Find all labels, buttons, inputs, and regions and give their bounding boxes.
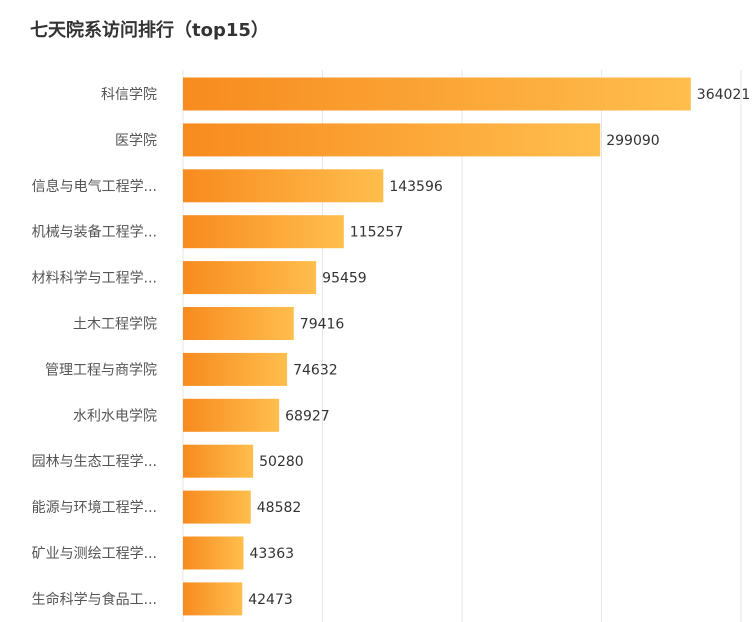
bar[interactable] bbox=[183, 169, 384, 203]
bar[interactable] bbox=[183, 444, 254, 478]
category-label: 信息与电气工程学... bbox=[32, 178, 157, 195]
bar[interactable] bbox=[183, 77, 691, 111]
category-label: 土木工程学院 bbox=[73, 317, 157, 333]
bar[interactable] bbox=[183, 123, 601, 157]
category-label: 科信学院 bbox=[101, 87, 157, 103]
value-label: 43363 bbox=[249, 546, 294, 562]
value-label: 143596 bbox=[389, 179, 443, 195]
bar[interactable] bbox=[183, 490, 251, 524]
value-label: 48582 bbox=[257, 500, 302, 516]
category-label: 生命科学与食品工... bbox=[32, 591, 157, 608]
value-label: 50280 bbox=[259, 454, 304, 470]
category-label: 医学院 bbox=[115, 133, 157, 149]
chart-title: 七天院系访问排行（top15） bbox=[30, 20, 269, 41]
value-label: 115257 bbox=[350, 225, 403, 241]
value-label: 95459 bbox=[322, 271, 367, 287]
category-label: 管理工程与商学院 bbox=[45, 362, 157, 378]
bar[interactable] bbox=[183, 582, 243, 616]
value-label: 68927 bbox=[285, 408, 330, 424]
bar[interactable] bbox=[183, 307, 294, 340]
value-label: 42473 bbox=[248, 592, 293, 608]
category-label: 水利水电学院 bbox=[73, 408, 157, 424]
value-label: 364021 bbox=[697, 87, 750, 103]
category-label: 能源与环境工程学... bbox=[32, 500, 157, 516]
category-label: 矿业与测绘工程学... bbox=[32, 546, 157, 562]
value-label: 74632 bbox=[293, 362, 338, 378]
category-label: 园林与生态工程学... bbox=[32, 454, 157, 470]
bar[interactable] bbox=[183, 215, 344, 249]
value-label: 79416 bbox=[300, 317, 345, 333]
bar[interactable] bbox=[183, 261, 317, 295]
bar[interactable] bbox=[183, 536, 244, 570]
bar[interactable] bbox=[183, 352, 288, 386]
category-label: 材料科学与工程学... bbox=[32, 271, 157, 287]
category-label: 机械与装备工程学... bbox=[32, 224, 157, 241]
value-label: 299090 bbox=[606, 133, 659, 149]
bar[interactable] bbox=[183, 398, 280, 432]
